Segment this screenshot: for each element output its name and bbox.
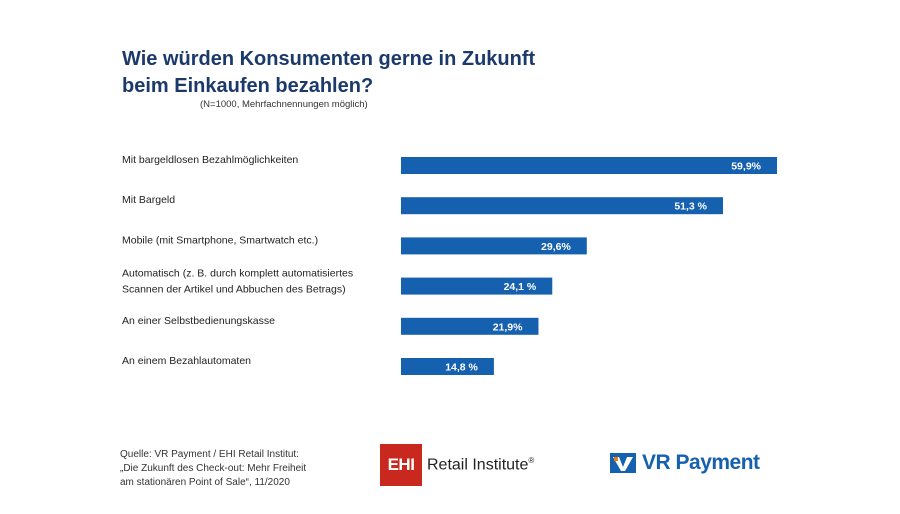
bar-value-label-2: 29,6% bbox=[541, 241, 571, 253]
ehi-logo-registered: ® bbox=[528, 455, 535, 465]
ehi-logo-name: Retail Institute bbox=[427, 456, 529, 474]
ehi-logo: EHI Retail Institute® bbox=[380, 444, 534, 486]
bar-0 bbox=[401, 157, 777, 174]
source-line-2: „Die Zukunft des Check-out: Mehr Freihei… bbox=[120, 463, 307, 474]
category-label-1: Mit Bargeld bbox=[122, 194, 175, 206]
bar-1 bbox=[401, 197, 724, 215]
category-label-2: Mobile (mit Smartphone, Smartwatch etc.) bbox=[122, 234, 318, 246]
chart-title-line2: beim Einkaufen bezahlen? bbox=[122, 75, 374, 97]
chart-title-line1: Wie würden Konsumenten gerne in Zukunft bbox=[122, 48, 536, 70]
bar-value-label-3: 24,1 % bbox=[504, 281, 537, 293]
source-note: Quelle: VR Payment / EHI Retail Institut… bbox=[120, 448, 306, 490]
category-label-5: An einem Bezahlautomaten bbox=[122, 355, 251, 367]
bar-value-label-4: 21,9% bbox=[493, 321, 523, 333]
category-label-3-line-1: Automatisch (z. B. durch komplett automa… bbox=[122, 268, 353, 280]
chart-title: Wie würden Konsumenten gerne in Zukunft … bbox=[122, 46, 535, 100]
vr-logo-text: VR Payment bbox=[642, 451, 760, 474]
bar-2 bbox=[401, 237, 587, 255]
ehi-logo-mark: EHI bbox=[380, 444, 422, 486]
source-line-3: am stationären Point of Sale“, 11/2020 bbox=[120, 477, 290, 488]
category-label-3-line-2: Scannen der Artikel und Abbuchen des Bet… bbox=[122, 284, 346, 296]
source-line-1: Quelle: VR Payment / EHI Retail Institut… bbox=[120, 449, 299, 460]
bar-value-label-0: 59,9% bbox=[731, 161, 761, 173]
ehi-logo-text: Retail Institute® bbox=[427, 456, 534, 474]
bar-5 bbox=[401, 358, 494, 375]
bar-value-label-1: 51,3 % bbox=[674, 201, 707, 213]
bar-4 bbox=[401, 317, 539, 335]
vr-payment-logo: VR Payment bbox=[610, 451, 760, 475]
chart-subtitle: (N=1000, Mehrfachnennungen möglich) bbox=[200, 99, 368, 110]
category-label-4: An einer Selbstbedienungskasse bbox=[122, 315, 275, 327]
category-label-0: Mit bargeldlosen Bezahlmöglichkeiten bbox=[122, 154, 298, 166]
bar-value-label-5: 14,8 % bbox=[445, 362, 478, 374]
bar-3 bbox=[401, 277, 553, 295]
vr-logo-icon bbox=[610, 453, 636, 473]
